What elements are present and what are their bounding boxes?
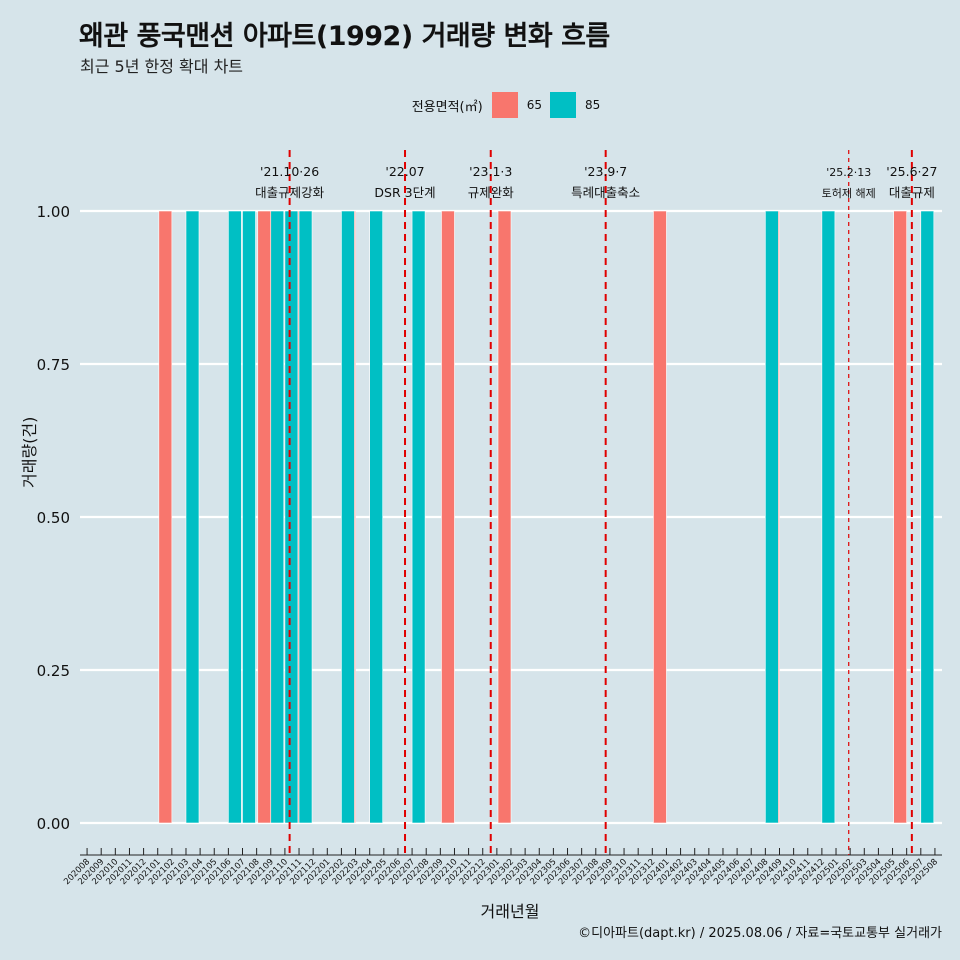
chart-subtitle: 최근 5년 한정 확대 차트	[80, 57, 244, 76]
bar-85-202507	[920, 210, 935, 824]
bar-85-202412	[821, 210, 836, 824]
event-name-label: 특례대출축소	[571, 185, 640, 200]
event-name-label: 규제완화	[468, 185, 515, 200]
y-tick-label: 1.00	[37, 203, 70, 221]
bar-85-202202	[341, 210, 355, 824]
source-caption: ©디아파트(dapt.kr) / 2025.08.06 / 자료=국토교통부 실…	[578, 926, 942, 941]
bar-85-202204	[369, 210, 383, 824]
chart-title: 왜관 풍국맨션 아파트(1992) 거래량 변화 흐름	[79, 21, 610, 52]
legend: 전용면적(㎡) 65 85	[0, 92, 960, 118]
event-name-label: 대출규제강화	[255, 185, 325, 200]
event-name-label: 대출규제	[889, 185, 935, 200]
event-date-label: '23.9·7	[584, 164, 627, 179]
bar-65-202302	[497, 210, 512, 824]
event-date-label: '23.1·3	[469, 164, 512, 179]
bar-85-202107	[242, 210, 256, 824]
y-tick-label: 0.25	[37, 662, 70, 680]
event-name-label: 토허제 해제	[822, 186, 876, 200]
bar-85-202106	[228, 210, 242, 824]
y-tick-label: 0.00	[37, 815, 70, 833]
x-axis-label: 거래년월	[480, 902, 540, 921]
legend-label-85: 85	[584, 98, 601, 112]
event-name-label: DSR 3단계	[374, 185, 435, 200]
bar-85-202207	[411, 210, 426, 824]
bar-65-202401	[653, 210, 667, 824]
legend-key-85	[549, 92, 576, 118]
bar-85-202110	[284, 210, 299, 824]
legend-key-65	[491, 92, 518, 118]
bar-65-202210	[441, 210, 455, 824]
bar-65-202506	[893, 210, 907, 824]
bar-85-202109	[270, 210, 285, 824]
bar-85-202408	[765, 210, 779, 824]
y-axis-label: 거래량(건)	[20, 416, 39, 488]
bar-65-202109	[257, 210, 272, 824]
y-tick-label: 0.50	[37, 509, 70, 527]
y-tick-label: 0.75	[37, 356, 70, 374]
event-date-label: '21.10·26	[260, 164, 319, 179]
y-axis-label-wrap: 거래량(건)	[16, 417, 40, 488]
legend-label-65: 65	[526, 98, 542, 112]
event-date-label: '25.6·27	[886, 164, 937, 179]
bar-85-202103	[185, 210, 200, 824]
legend-title: 전용면적(㎡)	[411, 99, 483, 115]
event-date-label: '22.07	[385, 164, 424, 179]
bar-85-202111	[298, 210, 313, 824]
bar-65-202102	[158, 210, 173, 824]
event-date-label: '25.2·13	[826, 166, 871, 179]
